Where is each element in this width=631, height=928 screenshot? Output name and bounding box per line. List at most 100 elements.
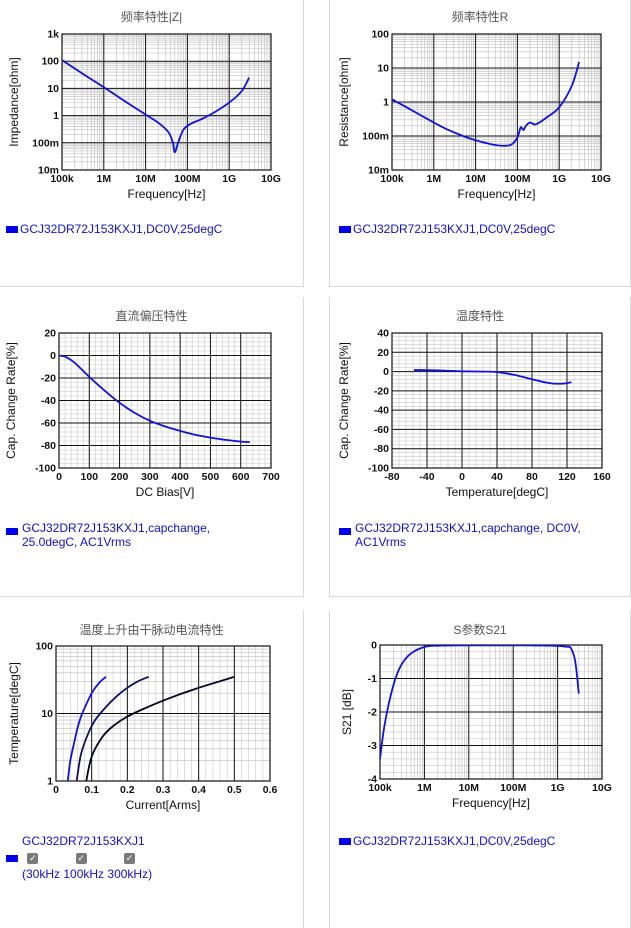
y-tick-label: 1k	[47, 29, 59, 41]
y-tick-label: 40	[377, 328, 389, 340]
checkbox-label-100khz: 100kHz	[63, 867, 105, 881]
y-axis-label: Resistance[ohm]	[337, 57, 351, 146]
x-tick-label: 0.6	[263, 784, 278, 796]
plot-border	[58, 332, 272, 469]
legend-swatch	[339, 528, 351, 535]
panel-resistance: 频率特性R 100k 1M 10M 100M 1G 10G 10m 100m 1 10 100 Fre…	[329, 0, 631, 287]
y-axis-label: Cap. Change Rate[%]	[4, 342, 18, 459]
y-tick-label: -60	[374, 424, 389, 436]
plot-border	[55, 645, 271, 782]
x-axis-label: Frequency[Hz]	[127, 187, 205, 201]
y-tick-label: -100	[35, 463, 56, 475]
x-axis-label: Temperature[degC]	[446, 485, 549, 499]
series-line-0	[62, 59, 250, 154]
legend-label-line-2: AC1Vrms	[355, 535, 406, 549]
y-axis-label: Temperature[degC]	[7, 662, 21, 765]
panel-temperature-rise: 温度上升由干脉动电流特性 0 0.1 0.2 0.3 0.4 0.5 0.6 1 10 100 Cu…	[0, 610, 304, 928]
x-tick-label: 500	[202, 471, 220, 483]
y-axis-label: Cap. Change Rate[%]	[337, 342, 351, 459]
legend-label-line-2: 25.0degC, AC1Vrms	[22, 535, 131, 549]
x-tick-label: 100M	[500, 782, 527, 794]
y-tick-label: 10m	[368, 165, 389, 177]
chart-title: 直流偏压特性	[115, 309, 188, 323]
x-tick-label: 0	[56, 471, 62, 483]
series-line-0	[59, 354, 250, 443]
impedance-chart: 100k 1M 10M 100M 1G 10G 10m 100m 1 10 100 1k Frequen…	[7, 29, 281, 202]
legend: GCJ32DR72J153KXJ1,capchange, DC0V, AC1Vr…	[339, 521, 581, 549]
chart-title: 温度上升由干脉动电流特性	[79, 623, 224, 637]
series-line-0	[392, 61, 580, 147]
y-tick-label: -3	[368, 740, 377, 752]
x-tick-label: 100	[81, 471, 99, 483]
y-tick-label: -80	[374, 443, 389, 455]
x-axis-label: Frequency[Hz]	[452, 796, 530, 810]
x-tick-label: 100k	[50, 173, 74, 185]
resistance-chart: 100k 1M 10M 100M 1G 10G 10m 100m 1 10 100 Frequency…	[337, 29, 611, 202]
x-tick-label: 0.3	[156, 784, 171, 796]
x-tick-label: 10M	[459, 782, 480, 794]
checkbox-label-300khz: 300kHz	[107, 867, 149, 881]
x-tick-label: 1M	[427, 173, 442, 185]
x-tick-label: 10M	[135, 173, 156, 185]
legend: GCJ32DR72J153KXJ1	[22, 834, 145, 848]
series-line-0	[380, 645, 580, 760]
y-axis-label: Impedance[ohm]	[7, 57, 21, 146]
checkbox-300khz[interactable]: ✓	[124, 853, 136, 865]
panel-s21: S参数S21 100k 1M 10M 100M 1G 10G 0 -1 -2 -3 -4 Freque…	[329, 610, 631, 928]
y-tick-label: -1	[368, 673, 377, 685]
x-tick-label: 160	[593, 471, 611, 483]
y-tick-label: 100	[41, 56, 59, 68]
plot-border	[61, 33, 272, 171]
y-tick-label: 0	[383, 366, 389, 378]
y-tick-label: -20	[41, 373, 56, 385]
legend-label: GCJ32DR72J153KXJ1,DC0V,25degC	[20, 222, 223, 236]
y-tick-label: -4	[368, 774, 377, 786]
chart-title: 频率特性R	[451, 10, 509, 24]
x-tick-label: 0	[459, 471, 465, 483]
checkbox-30khz[interactable]: ✓	[27, 853, 39, 865]
y-tick-label: 10	[41, 708, 53, 720]
grid	[55, 645, 271, 782]
x-tick-label: 10M	[465, 173, 486, 185]
legend-label: GCJ32DR72J153KXJ1,DC0V,25degC	[353, 222, 556, 236]
frequency-checkbox-row: ✓ ✓ ✓ (30kHz 100kHz 300kHz)	[6, 851, 152, 881]
legend-label: GCJ32DR72J153KXJ1	[22, 834, 145, 848]
y-tick-label: -20	[374, 385, 389, 397]
y-tick-label: 100m	[362, 131, 389, 143]
series-line-0	[413, 369, 572, 385]
x-tick-label: 0.5	[227, 784, 242, 796]
x-axis-label: Current[Arms]	[126, 798, 201, 812]
legend-label-line-1: GCJ32DR72J153KXJ1,capchange,	[22, 521, 211, 535]
x-tick-label: 100k	[380, 173, 404, 185]
grid	[379, 644, 603, 780]
x-tick-label: -40	[419, 471, 434, 483]
x-tick-label: -80	[384, 471, 399, 483]
temperature-chart: -80 -40 0 40 80 120 16040200-20-40-60-80-100Te…	[337, 328, 611, 500]
y-tick-label: -100	[368, 463, 389, 475]
y-tick-label: 100	[35, 641, 53, 653]
y-tick-label: -40	[374, 405, 389, 417]
plot-border	[391, 332, 603, 469]
legend: GCJ32DR72J153KXJ1,DC0V,25degC	[6, 222, 222, 236]
y-tick-label: 100	[371, 29, 389, 41]
y-tick-label: 100m	[32, 137, 59, 149]
chart-title: 温度特性	[455, 309, 504, 323]
checkbox-100khz[interactable]: ✓	[75, 853, 87, 865]
legend: GCJ32DR72J153KXJ1,DC0V,25degC	[339, 222, 555, 236]
x-tick-label: 400	[171, 471, 189, 483]
legend: GCJ32DR72J153KXJ1,capchange, 25.0degC, A…	[6, 521, 210, 549]
x-tick-label: 100M	[504, 173, 531, 185]
panel-temperature: 温度特性 -80 -40 0 40 80 120 160 40 20 0 -20 -40 -60 -80-…	[329, 297, 631, 597]
y-tick-label: 10	[377, 63, 389, 75]
x-tick-label: 700	[262, 471, 280, 483]
legend-swatch	[6, 226, 18, 234]
series-line-0	[66, 676, 107, 781]
x-tick-label: 1G	[551, 782, 565, 794]
y-tick-label: -40	[41, 395, 56, 407]
x-tick-label: 1G	[222, 173, 236, 185]
series-line-1	[75, 675, 150, 781]
y-tick-label: 10m	[38, 165, 59, 177]
x-tick-label: 0.1	[84, 784, 99, 796]
y-tick-label: 10	[47, 83, 59, 95]
legend-label: GCJ32DR72J153KXJ1,DC0V,25degC	[353, 834, 556, 848]
